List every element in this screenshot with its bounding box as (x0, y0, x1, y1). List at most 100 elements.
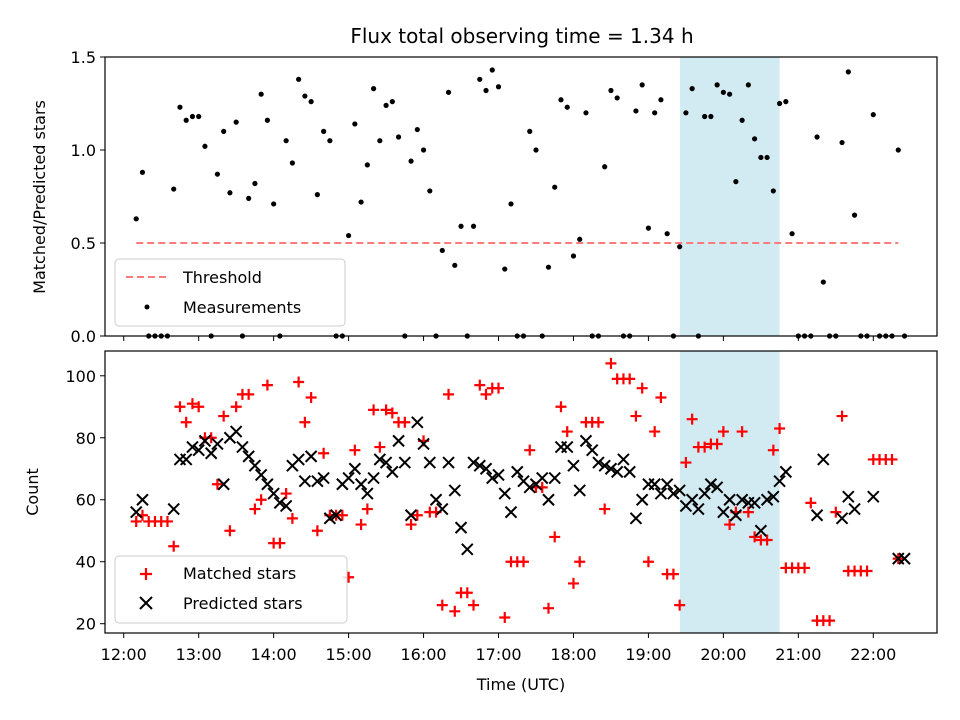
predicted-star-point (779, 465, 793, 479)
predicted-star-point (511, 465, 524, 479)
predicted-star-point (492, 468, 505, 482)
matched-star-point (767, 444, 779, 456)
predicted-star-point (604, 462, 618, 475)
predicted-star-point (298, 474, 312, 488)
predicted-star-point (842, 490, 855, 503)
measurement-point (221, 128, 227, 134)
top-y-axis-label: Matched/Predicted stars (30, 100, 49, 294)
matched-star-point (717, 426, 729, 438)
matched-star-point (699, 441, 711, 453)
measurement-point (677, 244, 683, 250)
predicted-star-point (848, 502, 861, 516)
predicted-star-point (585, 443, 599, 457)
measurement-point (377, 138, 383, 144)
predicted-star-point (654, 487, 668, 500)
measurement-point (414, 126, 420, 133)
predicted-star-point (486, 471, 499, 485)
matched-star-point (549, 531, 561, 543)
matched-star-point (318, 447, 330, 459)
matched-star-point (642, 556, 654, 568)
bottom-axes-frame (104, 350, 938, 634)
x-tick-label: 20:00 (700, 645, 746, 664)
predicted-star-point (342, 471, 355, 485)
measurement-point (252, 180, 258, 187)
predicted-star-point (685, 493, 699, 506)
bottom-y-axis-label: Count (23, 468, 42, 516)
matched-star-point (567, 577, 579, 589)
x-axis-label: Time (UTC) (476, 675, 565, 694)
measurement-point (602, 164, 608, 170)
measurement-point (745, 82, 751, 88)
matched-star-point (436, 599, 448, 611)
predicted-star-point (198, 434, 212, 448)
matched-star-point (461, 587, 473, 599)
bottom-x-axis: 12:00 13:00 14:00 15:00 16:00 17:00 18:00 19:00… (101, 633, 896, 664)
predicted-star-point (386, 465, 399, 479)
predicted-star-point (692, 502, 705, 516)
measurement-point (370, 86, 377, 92)
x-tick-label: 12:00 (101, 645, 147, 664)
matched-star-point (686, 413, 698, 425)
matched-star-point (555, 401, 567, 413)
matched-star-point (592, 416, 604, 428)
matched-star-point (405, 519, 417, 531)
predicted-star-point (867, 490, 880, 503)
matched-star-point (542, 602, 554, 614)
measurement-point (177, 104, 183, 110)
predicted-star-point (317, 471, 330, 485)
matched-star-point (749, 531, 761, 543)
matched-star-point (361, 503, 373, 515)
matched-star-point (805, 497, 817, 509)
matched-star-point (380, 404, 392, 416)
matched-star-point (561, 426, 573, 438)
x-tick-label: 15:00 (326, 645, 372, 664)
predicted-star-point (817, 453, 830, 466)
matched-star-point (443, 388, 455, 400)
predicted-star-point (136, 493, 149, 506)
measurement-point (283, 138, 289, 144)
measurement-point (508, 201, 514, 207)
x-tick-label: 13:00 (176, 645, 222, 664)
matched-star-point (474, 379, 486, 391)
measurement-point (814, 134, 820, 140)
predicted-star-point (835, 512, 849, 525)
bottom-y-tick-label: 40 (76, 553, 96, 572)
predicted-star-point (754, 524, 768, 537)
predicted-star-point (130, 505, 143, 519)
predicted-star-point (542, 493, 555, 506)
measurement-point (314, 192, 320, 198)
measurement-point (483, 87, 489, 94)
measurement-point (633, 108, 639, 114)
predicted-star-point (323, 512, 337, 525)
predicted-star-point (504, 505, 518, 519)
matched-star-point (799, 562, 811, 574)
legend-matched-label: Matched stars (183, 564, 296, 583)
top-y-axis: 0.0 0.5 1.0 1.5 (71, 48, 105, 346)
matched-star-point (886, 453, 898, 465)
measurement-point (720, 89, 726, 95)
top-y-tick-label: 0.0 (71, 327, 96, 346)
matched-star-point (736, 426, 748, 438)
measurement-point (183, 117, 189, 123)
predicted-star-point (429, 493, 443, 506)
predicted-star-point (717, 505, 730, 519)
measurement-point (658, 97, 664, 103)
matched-star-point (274, 537, 286, 549)
measurement-point (776, 100, 783, 107)
matched-star-point (667, 568, 679, 580)
matched-star-point (186, 398, 198, 410)
matched-star-point (399, 416, 411, 428)
chart-title: Flux total observing time = 1.34 h (350, 24, 693, 48)
predicted-star-point (673, 484, 686, 497)
predicted-star-point (436, 502, 449, 516)
measurement-point (739, 117, 745, 123)
measurement-point (133, 216, 139, 222)
measurement-point (477, 76, 483, 82)
measurement-point (583, 110, 589, 116)
predicted-star-point (767, 490, 780, 503)
measurement-point (427, 188, 433, 194)
measurement-point (364, 162, 370, 168)
measurement-point (489, 67, 495, 73)
matched-star-point (636, 382, 648, 394)
measurement-point (502, 266, 508, 272)
